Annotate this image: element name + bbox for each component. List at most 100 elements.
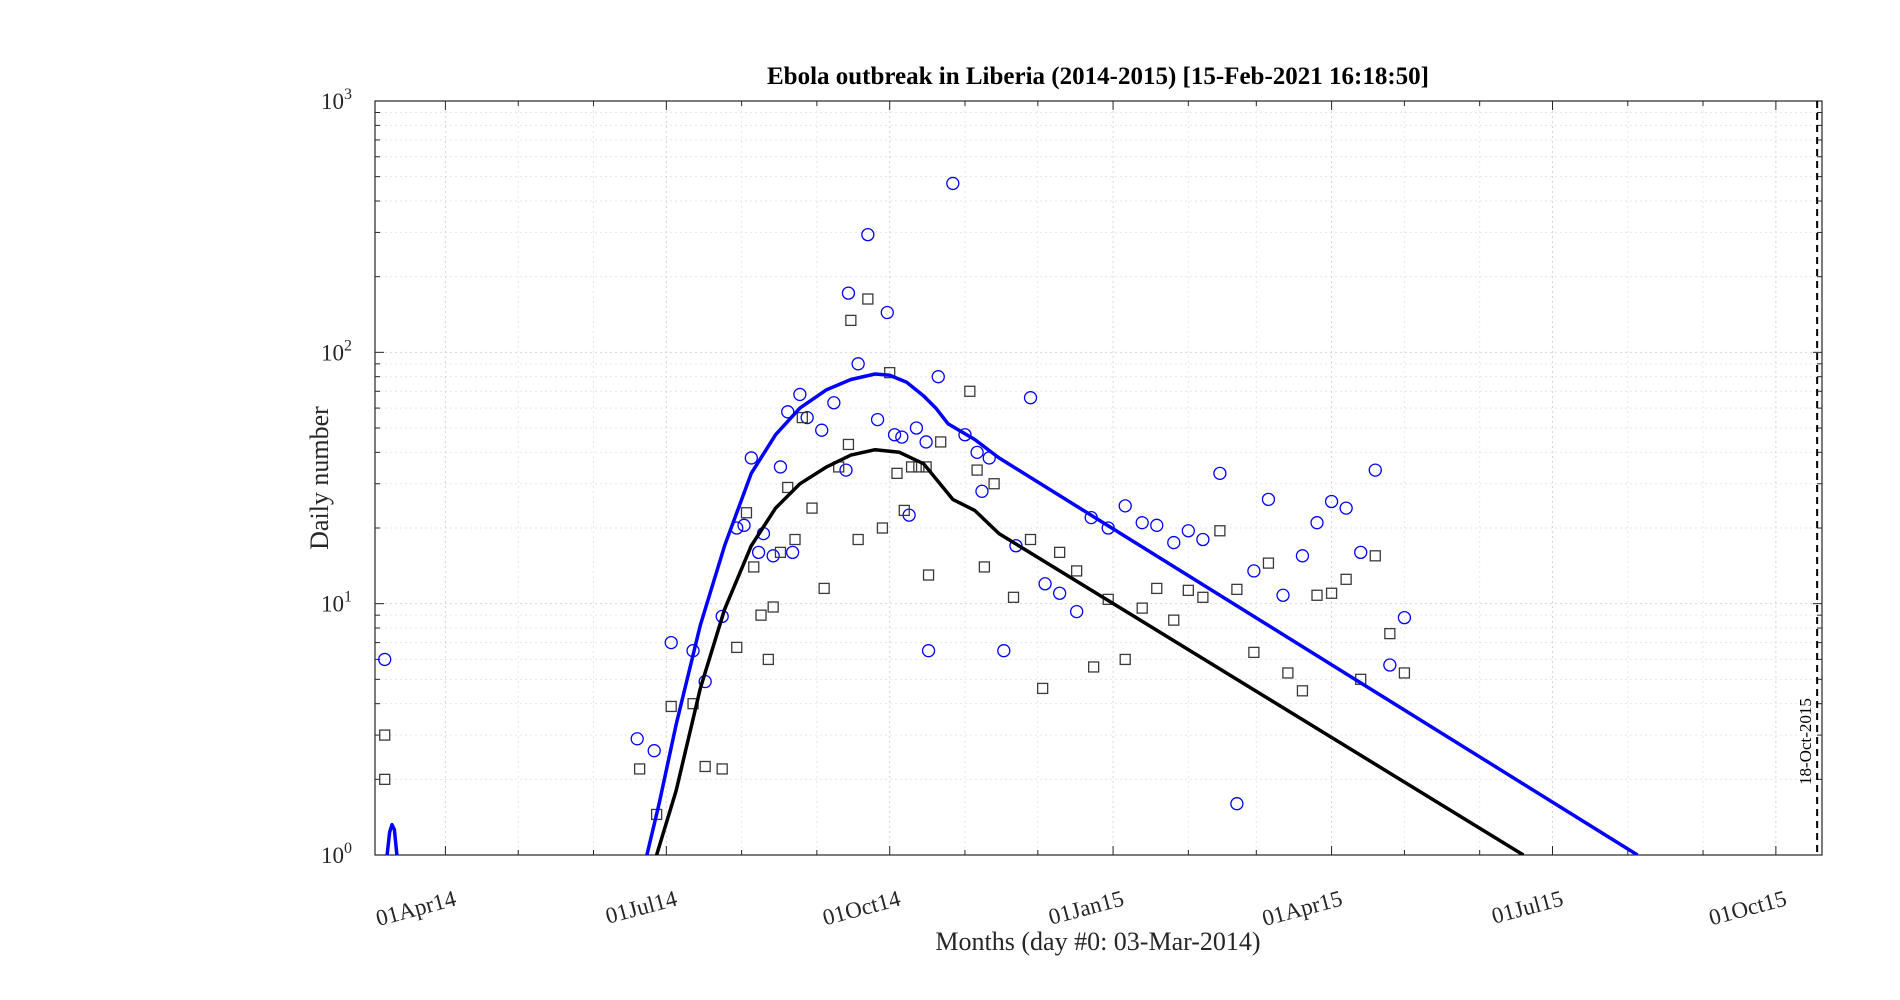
data-point-circle (895, 430, 909, 444)
y-tick-label: 100 (321, 840, 352, 868)
forecast-end-label: 18-Oct-2015 (1796, 698, 1815, 785)
data-point-circle (744, 451, 758, 465)
data-point-square (1282, 667, 1294, 679)
data-point-square (1037, 682, 1049, 695)
data-point-square (1151, 582, 1163, 595)
data-point-square (731, 641, 743, 654)
data-point-square (818, 582, 830, 595)
y-tick-label: 102 (321, 337, 352, 365)
data-point-circle (1354, 545, 1368, 560)
x-tick-label: 01Oct15 (1706, 886, 1789, 931)
data-point-circle (1383, 658, 1397, 672)
data-point-square (964, 385, 976, 397)
data-point-circle (1150, 518, 1164, 532)
data-point-circle (919, 435, 933, 449)
data-point-circle (975, 484, 989, 498)
data-point-square (842, 438, 855, 451)
data-point-circle (1261, 492, 1276, 507)
data-point-square (1007, 591, 1020, 603)
x-tick-label: 01Jan15 (1046, 886, 1127, 930)
data-point-square (1119, 653, 1131, 666)
data-point-square (1070, 565, 1083, 577)
y-axis-label: Daily number (305, 406, 334, 550)
data-point-circle (1118, 499, 1132, 513)
data-point-circle (887, 428, 902, 442)
data-point-square (920, 461, 932, 473)
x-tick-label: 01Apr15 (1259, 886, 1344, 931)
data-point-circle (851, 357, 865, 371)
data-point-square (1248, 646, 1260, 659)
data-marks (378, 101, 1819, 855)
data-point-square (716, 763, 728, 775)
data-point-circle (1368, 463, 1382, 477)
data-point-square (796, 411, 808, 424)
data-point-square (633, 763, 646, 775)
data-point-square (1311, 589, 1323, 601)
data-point-circle (785, 545, 800, 560)
data-point-circle (1230, 797, 1244, 811)
data-point-square (862, 293, 874, 305)
data-point-circle (1038, 577, 1052, 591)
data-point-square (971, 464, 983, 476)
data-point-square (845, 314, 857, 327)
data-point-circle (921, 644, 936, 658)
data-point-circle (630, 732, 644, 746)
data-point-circle (827, 396, 841, 410)
tick-labels: 100 101 102 103 01Apr14 01Jul14 01Oct14 01Jan15… (321, 86, 1815, 931)
data-point-circle (378, 652, 392, 667)
data-point-circle (773, 460, 788, 474)
data-point-circle (1023, 391, 1038, 405)
data-point-circle (1196, 532, 1210, 547)
data-point-circle (1053, 586, 1067, 600)
data-point-square (1325, 587, 1338, 599)
fit-curve-2 (385, 822, 399, 855)
data-point-circle (970, 445, 984, 459)
data-point-square (1214, 525, 1226, 537)
data-point-square (898, 504, 910, 517)
data-point-circle (1247, 564, 1261, 578)
data-point-square (1384, 627, 1396, 640)
data-point-circle (781, 405, 795, 419)
data-point-square (699, 760, 711, 773)
data-point-circle (793, 387, 807, 402)
data-point-circle (931, 370, 945, 384)
x-axis-label: Months (day #0: 03-Mar-2014) (935, 927, 1260, 956)
data-point-circle (1397, 610, 1412, 625)
x-tick-label: 01Jul15 (1489, 886, 1566, 929)
plot-frame (374, 100, 1823, 856)
data-point-square (379, 773, 391, 785)
data-point-square (905, 461, 918, 473)
data-point-square (884, 367, 896, 379)
axis-ticks (375, 101, 1822, 855)
data-point-square (767, 601, 779, 613)
data-point-square (922, 569, 935, 581)
data-point-circle (1339, 501, 1353, 515)
data-point-circle (946, 176, 960, 191)
data-point-circle (751, 545, 766, 560)
data-point-square (665, 700, 677, 713)
data-point-square (740, 507, 753, 519)
data-point-circle (880, 305, 894, 320)
data-point-square (1024, 533, 1037, 546)
grid-lines (375, 101, 1822, 855)
data-point-circle (647, 744, 661, 758)
data-point-square (852, 533, 864, 546)
data-point-circle (870, 412, 885, 427)
data-point-square (762, 653, 774, 666)
y-tick-label: 101 (321, 589, 352, 617)
x-tick-label: 01Oct14 (820, 886, 903, 931)
data-point-square (1197, 591, 1209, 603)
data-point-square (782, 481, 794, 494)
data-point-square (1054, 546, 1066, 559)
data-point-circle (1069, 604, 1084, 619)
data-point-circle (841, 286, 856, 300)
data-point-circle (737, 518, 751, 532)
data-point-circle (766, 549, 780, 563)
data-point-circle (909, 421, 924, 435)
data-point-circle (1181, 524, 1195, 538)
data-point-square (748, 561, 760, 573)
data-point-circle (1295, 549, 1310, 563)
data-point-circle (800, 410, 814, 425)
data-point-square (1087, 661, 1100, 673)
